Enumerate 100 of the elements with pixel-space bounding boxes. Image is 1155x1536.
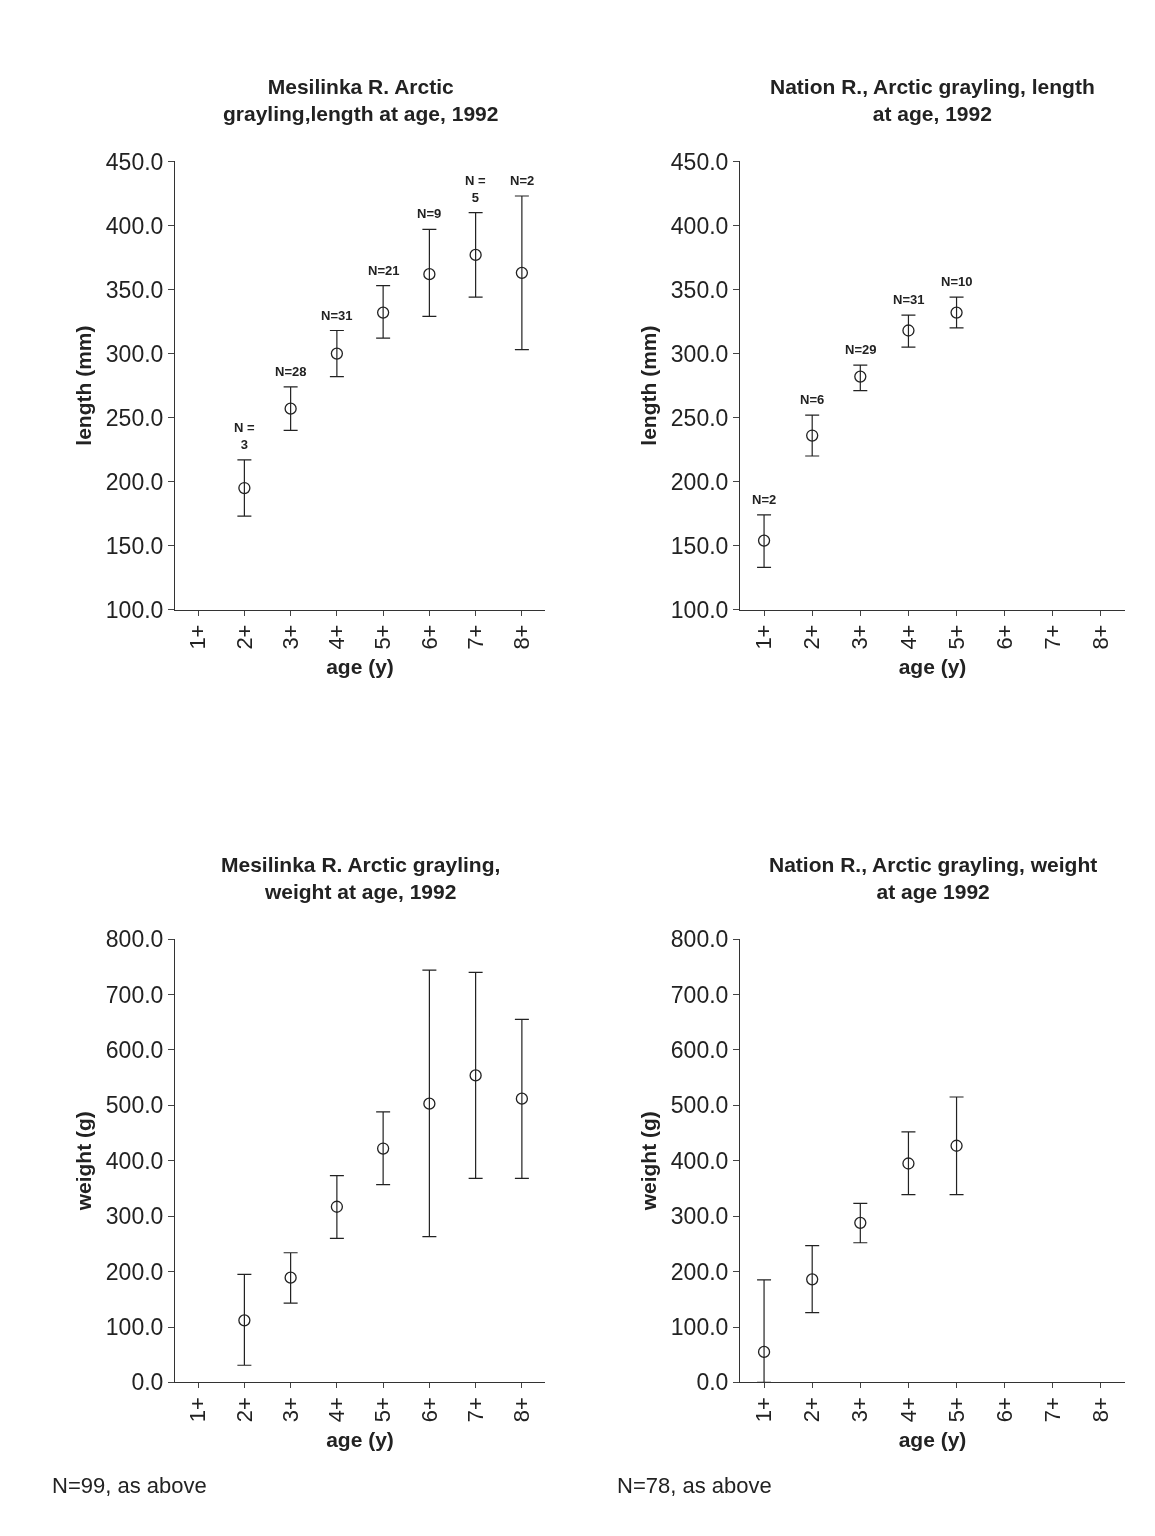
y-tick-label: 700.0 — [670, 981, 729, 1008]
y-tick-label: 600.0 — [105, 1036, 164, 1063]
y-tick-label: 350.0 — [105, 276, 164, 303]
x-tick-label: 4+ — [324, 1397, 350, 1423]
y-axis-title: weight (g) — [71, 1111, 95, 1212]
y-tick-label: 500.0 — [105, 1092, 164, 1119]
x-tick-label: 4+ — [895, 624, 921, 650]
y-axis-title: weight (g) — [636, 1111, 660, 1212]
point — [423, 1097, 436, 1110]
x-tick-label: 8+ — [1088, 624, 1114, 650]
point — [757, 1345, 771, 1359]
x-tick-label: 1+ — [751, 1397, 777, 1423]
x-axis-title: age (y) — [326, 1427, 394, 1451]
point — [469, 248, 482, 262]
y-tick-label: 300.0 — [670, 340, 729, 367]
y-tick-label: 300.0 — [105, 1203, 164, 1230]
x-tick-label: 5+ — [943, 1397, 969, 1423]
point — [950, 1139, 963, 1152]
y-tick-label: 400.0 — [670, 1147, 729, 1174]
annotation: N=2 — [510, 173, 535, 188]
y-tick-label: 700.0 — [105, 981, 164, 1008]
y-tick-label: 0.0 — [696, 1369, 729, 1396]
y-tick-label: 600.0 — [670, 1036, 729, 1063]
point — [854, 1216, 867, 1229]
y-tick-label: 400.0 — [670, 212, 729, 239]
y-tick-label: 100.0 — [105, 1314, 164, 1341]
y-tick-label: 200.0 — [670, 468, 729, 495]
x-tick-label: 6+ — [416, 1397, 442, 1423]
y-tick-label: 100.0 — [670, 596, 729, 623]
x-tick-label: 7+ — [462, 624, 488, 650]
annotation: N=10 — [941, 274, 973, 289]
annotation: N=29 — [845, 342, 877, 357]
x-tick-label: 4+ — [324, 624, 350, 650]
chart-title: Mesilinka R. Arctic grayling, weight at age, 1992 — [221, 853, 501, 904]
x-tick-label: 8+ — [509, 624, 535, 650]
chart-title: Nation R., Arctic grayling, weight at age 1992 — [769, 853, 1098, 904]
x-tick-label: 7+ — [1039, 624, 1065, 650]
x-tick-label: 3+ — [277, 624, 303, 650]
y-tick-label: 800.0 — [670, 926, 729, 953]
x-tick-label: 6+ — [416, 624, 442, 650]
x-tick-label: 2+ — [231, 1397, 257, 1423]
point — [854, 370, 867, 383]
y-tick-label: 150.0 — [670, 532, 729, 559]
point — [469, 1069, 482, 1082]
text: N=99, as above — [52, 1473, 207, 1498]
y-tick-label: 200.0 — [105, 1258, 164, 1285]
y-tick-label: 200.0 — [670, 1258, 729, 1285]
y-tick-label: 100.0 — [105, 596, 164, 623]
x-tick-label: 8+ — [509, 1397, 535, 1423]
point — [950, 306, 963, 319]
annotation: N = 5 — [465, 173, 486, 205]
chart-title: Nation R., Arctic grayling, length at age, 1992 — [770, 75, 1095, 126]
x-tick-label: 2+ — [799, 624, 825, 650]
point — [757, 534, 771, 547]
point — [330, 347, 344, 360]
x-tick-label: 5+ — [370, 1397, 396, 1423]
point — [515, 266, 529, 280]
annotation: N=2 — [752, 492, 777, 507]
annotation: N=21 — [368, 263, 400, 278]
chart-title: Mesilinka R. Arctic grayling,length at age, 1992 — [223, 75, 499, 126]
x-tick-label: 7+ — [1039, 1397, 1065, 1423]
y-tick-label: 200.0 — [105, 468, 164, 495]
y-tick-label: 400.0 — [105, 1147, 164, 1174]
x-tick-label: 3+ — [847, 1397, 873, 1423]
point — [376, 306, 390, 319]
x-tick-label: 5+ — [370, 624, 396, 650]
point — [902, 1157, 915, 1170]
point — [238, 481, 251, 495]
point — [806, 1273, 819, 1286]
y-tick-label: 150.0 — [105, 532, 164, 559]
annotation: N=9 — [417, 206, 442, 221]
y-tick-label: 0.0 — [131, 1369, 164, 1396]
x-tick-label: 5+ — [943, 624, 969, 650]
x-tick-label: 3+ — [847, 624, 873, 650]
x-tick-label: 6+ — [991, 1397, 1017, 1423]
point — [902, 324, 915, 337]
x-tick-label: 4+ — [895, 1397, 921, 1423]
y-tick-label: 400.0 — [105, 212, 164, 239]
y-tick-label: 500.0 — [670, 1092, 729, 1119]
y-axis-title: length (mm) — [636, 325, 660, 446]
point — [515, 1092, 529, 1105]
point — [806, 429, 819, 442]
x-tick-label: 8+ — [1088, 1397, 1114, 1423]
point — [330, 1200, 344, 1213]
annotation: N = 3 — [234, 420, 255, 452]
x-axis-title: age (y) — [326, 654, 394, 678]
point — [284, 1271, 297, 1284]
y-tick-label: 450.0 — [670, 148, 729, 175]
y-tick-label: 300.0 — [105, 340, 164, 367]
annotation: N=31 — [893, 292, 925, 307]
point — [238, 1314, 251, 1327]
x-axis-title: age (y) — [898, 1427, 967, 1451]
text: N=78, as above — [617, 1473, 772, 1498]
x-axis-title: age (y) — [898, 654, 967, 678]
x-tick-label: 1+ — [185, 624, 211, 650]
point — [423, 268, 436, 281]
x-tick-label: 6+ — [991, 624, 1017, 650]
y-axis-title: length (mm) — [71, 325, 95, 446]
annotation: N=6 — [800, 392, 825, 407]
y-tick-label: 800.0 — [105, 926, 164, 953]
